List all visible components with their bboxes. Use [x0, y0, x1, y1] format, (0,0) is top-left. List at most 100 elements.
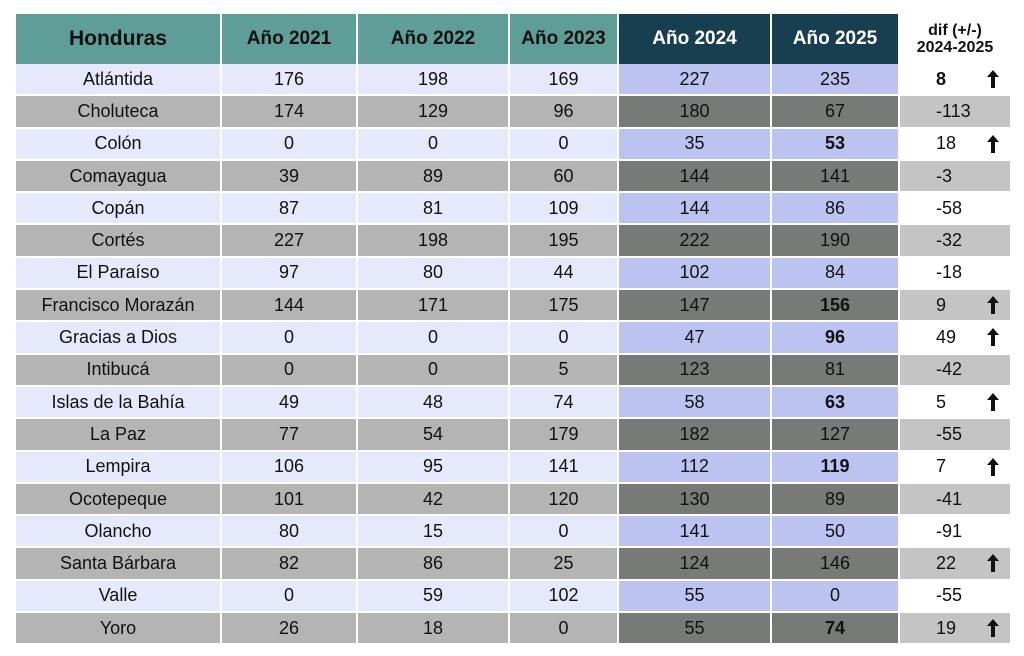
- region-name-cell: Ocotepeque: [16, 483, 222, 517]
- data-table: Honduras Año 2021 Año 2022 Año 2023 Año …: [16, 14, 1010, 646]
- difference-cell: -58: [900, 193, 1010, 226]
- header-year-2023: Año 2023: [510, 14, 619, 64]
- region-name-cell: Lempira: [16, 451, 222, 484]
- difference-cell: 22: [900, 548, 1010, 581]
- region-name-cell: El Paraíso: [16, 257, 222, 291]
- region-name-cell: Santa Bárbara: [16, 548, 222, 581]
- difference-cell: -42: [900, 354, 1010, 387]
- header-year-2021: Año 2021: [222, 14, 358, 64]
- difference-value: -3: [936, 165, 953, 186]
- value-cell-año-2025: 84: [772, 257, 900, 291]
- difference-cell: -3: [900, 160, 1010, 194]
- region-name-cell: Islas de la Bahía: [16, 386, 222, 420]
- difference-value: -18: [936, 262, 963, 283]
- difference-cell: 7: [900, 451, 1010, 484]
- value-cell-año-2022: 171: [358, 290, 510, 323]
- value-cell-año-2022: 0: [358, 128, 510, 161]
- value-cell-año-2021: 39: [222, 160, 358, 194]
- value-cell-año-2022: 86: [358, 548, 510, 581]
- table-row: El Paraíso 97 80 44 102 84 -18: [16, 257, 1010, 291]
- difference-cell: -32: [900, 225, 1010, 258]
- difference-value: -55: [936, 423, 963, 444]
- value-cell-año-2023: 74: [510, 386, 619, 420]
- value-cell-año-2022: 0: [358, 354, 510, 387]
- value-cell-año-2024: 58: [619, 386, 772, 420]
- value-cell-año-2024: 147: [619, 290, 772, 323]
- difference-value: -55: [936, 585, 963, 606]
- header-year-2022: Año 2022: [358, 14, 510, 64]
- region-name-cell: Choluteca: [16, 96, 222, 129]
- value-cell-año-2022: 18: [358, 613, 510, 646]
- value-cell-año-2024: 182: [619, 419, 772, 452]
- value-cell-año-2022: 0: [358, 322, 510, 355]
- region-name-cell: Francisco Morazán: [16, 290, 222, 323]
- value-cell-año-2024: 35: [619, 128, 772, 161]
- value-cell-año-2025: 81: [772, 354, 900, 387]
- table-row: Santa Bárbara 82 86 25 124 146 22: [16, 548, 1010, 581]
- difference-value: -32: [936, 230, 963, 251]
- header-row: Honduras Año 2021 Año 2022 Año 2023 Año …: [16, 14, 1010, 64]
- region-name-cell: Colón: [16, 128, 222, 161]
- value-cell-año-2025: 89: [772, 483, 900, 517]
- value-cell-año-2021: 227: [222, 225, 358, 258]
- arrow-up-icon: [987, 554, 999, 573]
- header-difference-line2: 2024-2025: [916, 39, 994, 56]
- region-name-cell: Comayagua: [16, 160, 222, 194]
- value-cell-año-2022: 15: [358, 516, 510, 549]
- region-name-cell: Atlántida: [16, 64, 222, 97]
- value-cell-año-2023: 175: [510, 290, 619, 323]
- value-cell-año-2023: 0: [510, 322, 619, 355]
- value-cell-año-2021: 49: [222, 386, 358, 420]
- difference-value: 49: [936, 327, 957, 348]
- region-name-cell: Olancho: [16, 516, 222, 549]
- difference-cell: 18: [900, 128, 1010, 161]
- header-difference: dif (+/-) 2024-2025: [900, 14, 1010, 64]
- arrow-up-icon: [987, 70, 999, 88]
- value-cell-año-2023: 102: [510, 580, 619, 614]
- value-cell-año-2021: 0: [222, 128, 358, 161]
- value-cell-año-2021: 97: [222, 257, 358, 291]
- difference-cell: 8: [900, 64, 1010, 97]
- value-cell-año-2025: 50: [772, 516, 900, 549]
- table-row: Ocotepeque 101 42 120 130 89 -41: [16, 483, 1010, 517]
- table-row: Islas de la Bahía 49 48 74 58 63 5: [16, 386, 1010, 420]
- value-cell-año-2021: 176: [222, 64, 358, 97]
- difference-cell: -91: [900, 516, 1010, 549]
- value-cell-año-2024: 47: [619, 322, 772, 355]
- difference-value: 8: [936, 68, 947, 89]
- table-row: Cortés 227 198 195 222 190 -32: [16, 225, 1010, 258]
- region-name-cell: Gracias a Dios: [16, 322, 222, 355]
- difference-value: -42: [936, 359, 963, 380]
- table-container: Honduras Año 2021 Año 2022 Año 2023 Año …: [16, 14, 1010, 646]
- value-cell-año-2023: 0: [510, 613, 619, 646]
- arrow-up-icon: [987, 134, 999, 153]
- arrow-up-icon: [987, 392, 999, 411]
- difference-value: 19: [936, 617, 957, 638]
- value-cell-año-2024: 55: [619, 580, 772, 614]
- value-cell-año-2022: 129: [358, 96, 510, 129]
- value-cell-año-2025: 67: [772, 96, 900, 129]
- difference-cell: -113: [900, 96, 1010, 129]
- value-cell-año-2021: 0: [222, 354, 358, 387]
- table-row: Olancho 80 15 0 141 50 -91: [16, 516, 1010, 549]
- value-cell-año-2023: 96: [510, 96, 619, 129]
- table-row: Choluteca 174 129 96 180 67 -113: [16, 96, 1010, 129]
- value-cell-año-2025: 141: [772, 160, 900, 194]
- value-cell-año-2021: 80: [222, 516, 358, 549]
- region-name-cell: La Paz: [16, 419, 222, 452]
- value-cell-año-2022: 59: [358, 580, 510, 614]
- difference-cell: -55: [900, 580, 1010, 614]
- header-region: Honduras: [16, 14, 222, 64]
- value-cell-año-2024: 144: [619, 160, 772, 194]
- value-cell-año-2024: 124: [619, 548, 772, 581]
- value-cell-año-2024: 141: [619, 516, 772, 549]
- value-cell-año-2025: 119: [772, 451, 900, 484]
- table-row: Atlántida 176 198 169 227 235 8: [16, 64, 1010, 97]
- difference-value: 18: [936, 133, 957, 154]
- value-cell-año-2021: 174: [222, 96, 358, 129]
- value-cell-año-2024: 227: [619, 64, 772, 97]
- table-row: Francisco Morazán 144 171 175 147 156 9: [16, 290, 1010, 323]
- value-cell-año-2025: 74: [772, 613, 900, 646]
- difference-cell: 49: [900, 322, 1010, 355]
- table-row: La Paz 77 54 179 182 127 -55: [16, 419, 1010, 452]
